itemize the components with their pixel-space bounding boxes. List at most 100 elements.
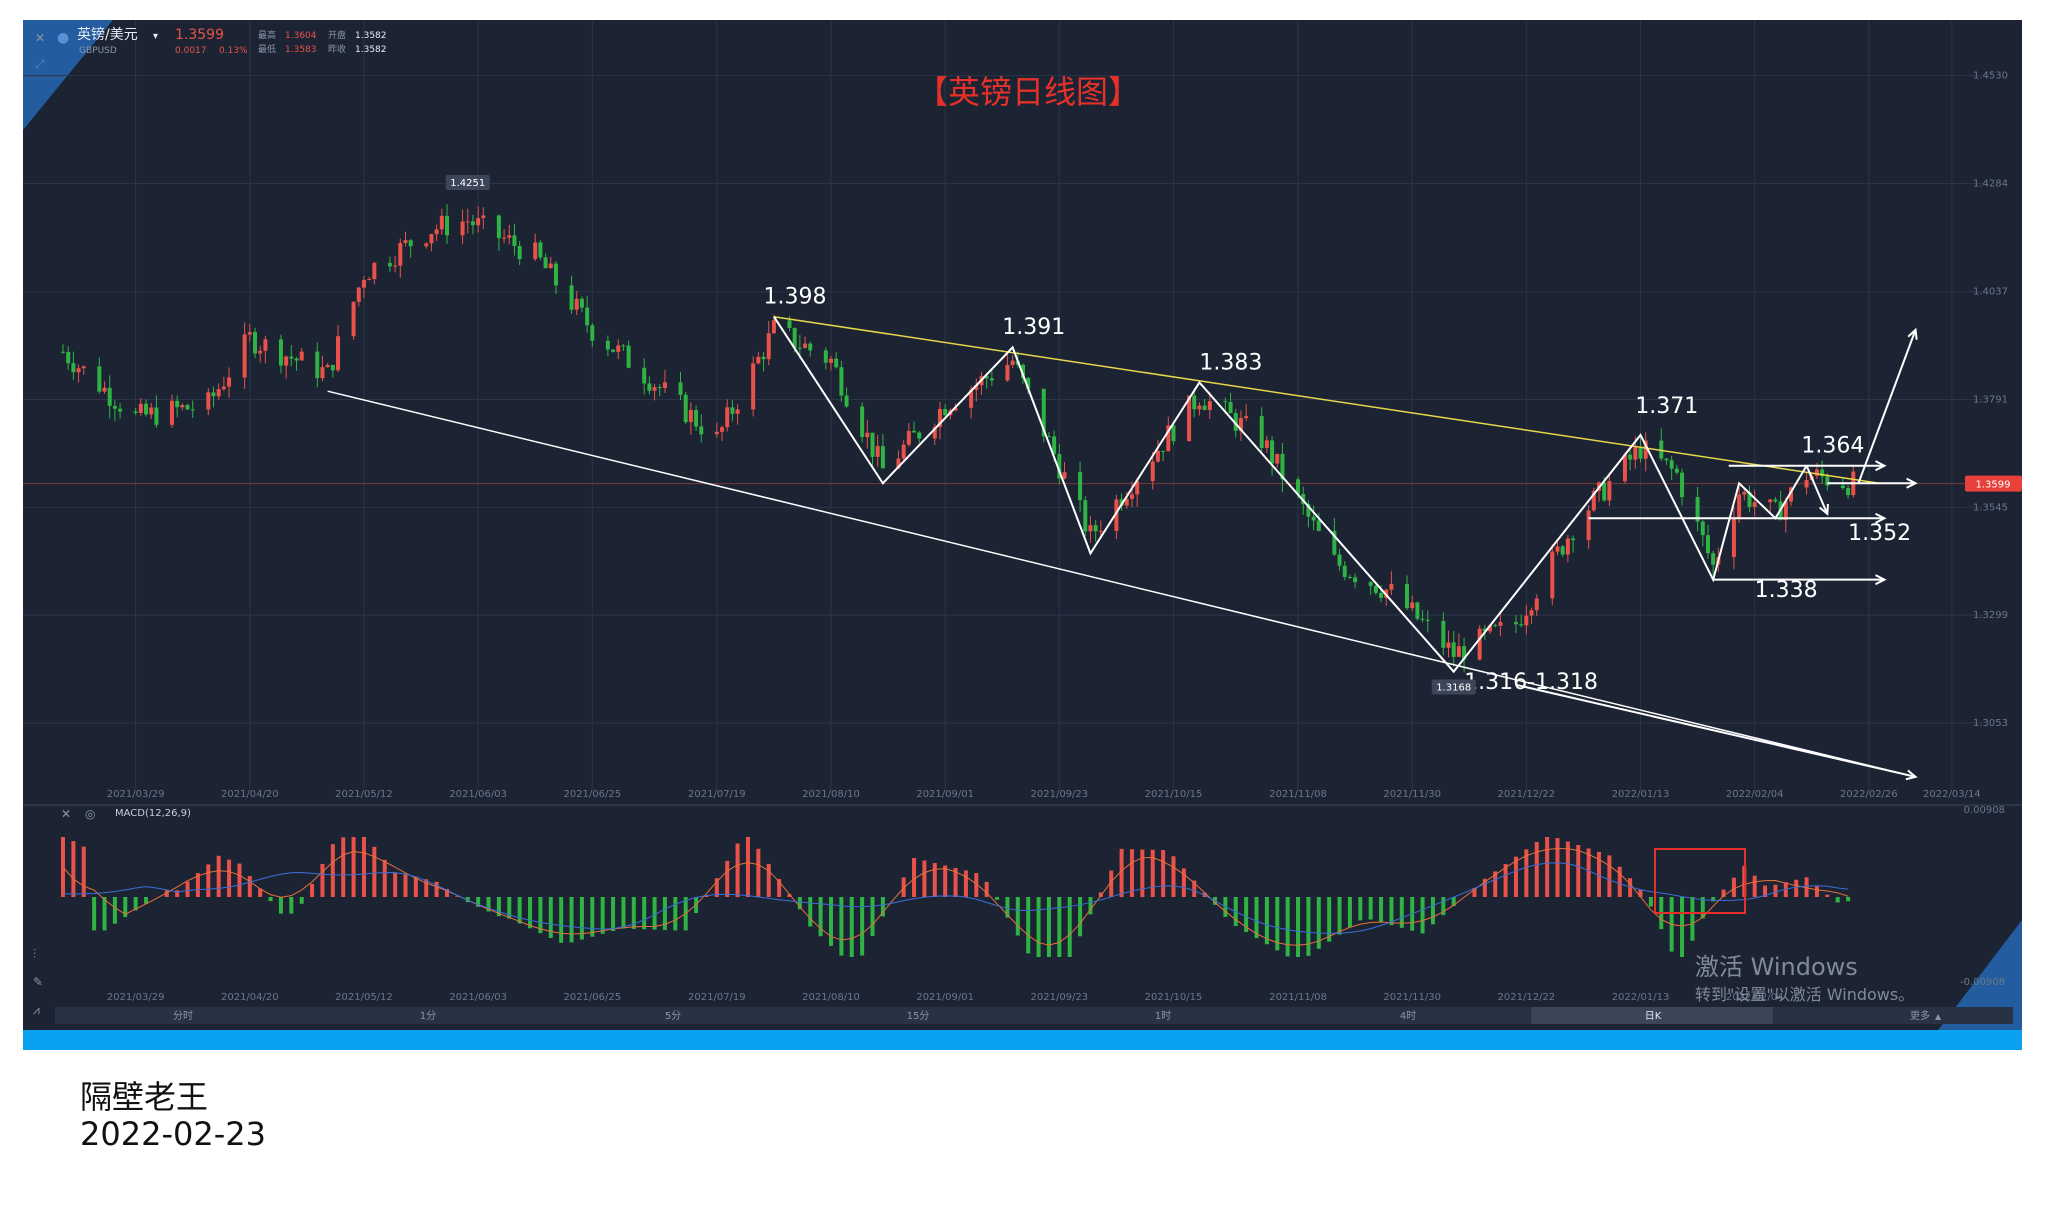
candle-body — [1052, 436, 1057, 455]
more-button[interactable]: 更多 — [1910, 1009, 1930, 1022]
macd-histogram-bar — [984, 881, 989, 897]
macd-histogram-bar — [829, 897, 833, 946]
macd-histogram-bar — [901, 877, 906, 897]
link-icon[interactable]: ⤢ — [34, 57, 45, 71]
candle-body — [792, 328, 797, 348]
macd-histogram-bar — [1005, 897, 1010, 918]
price-annotation: 1.316-1.318 — [1464, 670, 1598, 695]
macd-histogram-bar — [1721, 889, 1726, 897]
timeframe-6[interactable]: 日K — [1645, 1011, 1662, 1022]
price-annotation: 1.383 — [1199, 350, 1262, 375]
macd-histogram-bar — [839, 897, 844, 956]
macd-histogram-bar — [1254, 897, 1259, 939]
support-arrow-1352-head — [1875, 512, 1887, 524]
macd-histogram-bar — [590, 897, 595, 937]
macd-histogram-bar — [320, 863, 325, 897]
macd-histogram-bar — [1846, 897, 1851, 902]
chevron-up-icon[interactable]: ▲ — [1935, 1012, 1942, 1021]
macd-histogram-bar — [455, 896, 460, 897]
candle-body — [330, 364, 335, 371]
timeframe-3[interactable]: 15分 — [907, 1010, 930, 1022]
symbol-flag-icon: ● — [57, 30, 69, 46]
candle-body — [1451, 642, 1456, 657]
timeframe-4[interactable]: 1时 — [1155, 1010, 1171, 1022]
candle-body — [133, 411, 138, 413]
candle-body — [81, 366, 86, 369]
candle-body — [1207, 401, 1212, 410]
max-label: 1.4251 — [450, 178, 485, 189]
candle-body — [1021, 364, 1025, 378]
macd-histogram-bar — [1804, 877, 1809, 897]
macd-histogram-bar — [1814, 886, 1819, 897]
candle-body — [247, 332, 252, 335]
candle-body — [1078, 472, 1083, 501]
macd-histogram-bar — [880, 897, 885, 917]
candle-body — [1550, 551, 1555, 599]
candle-body — [1041, 388, 1046, 437]
macd-histogram-bar — [1368, 897, 1373, 920]
macd-histogram-bar — [1275, 897, 1280, 951]
macd-histogram-bar — [185, 881, 190, 897]
macd-close-icon[interactable]: ✕ — [61, 807, 71, 821]
candle-body — [66, 352, 71, 364]
candle-body — [652, 387, 657, 391]
macd-histogram-bar — [1244, 897, 1249, 933]
macd-histogram-bar — [1700, 897, 1705, 919]
macd-histogram-bar — [1825, 894, 1830, 897]
candle-body — [445, 215, 449, 236]
candle-body — [1150, 461, 1155, 482]
x-tick-label: 2021/06/25 — [563, 789, 621, 800]
y-tick-label: 1.3545 — [1973, 502, 2008, 513]
indicator-icon[interactable]: ⫶ — [33, 947, 36, 961]
pullback-arrow — [1805, 465, 1829, 515]
candle-body — [336, 336, 341, 371]
macd-histogram-bar — [1690, 897, 1695, 941]
chart-type-icon[interactable]: ⩘ — [33, 1003, 40, 1017]
x-tick-label: 2021/05/12 — [335, 789, 393, 800]
macd-settings-icon[interactable]: ◎ — [85, 807, 95, 821]
candle-body — [512, 235, 517, 247]
macd-histogram-bar — [642, 897, 647, 930]
candle-body — [533, 242, 538, 260]
candle-body — [1124, 498, 1129, 506]
macd-histogram-bar — [912, 858, 917, 897]
x-tick-label: 2021/11/08 — [1269, 789, 1327, 800]
macd-histogram-bar — [756, 848, 761, 897]
chevron-down-icon[interactable]: ▾ — [153, 31, 158, 42]
macd-histogram-bar — [1285, 897, 1290, 957]
symbol-name[interactable]: 英镑/美元 — [77, 26, 138, 43]
candle-body — [1669, 460, 1674, 469]
macd-histogram-bar — [247, 876, 252, 897]
timeframe-5[interactable]: 4时 — [1400, 1010, 1416, 1022]
timeframe-0[interactable]: 分时 — [173, 1010, 193, 1022]
macd-y-top: 0.00908 — [1964, 805, 2005, 816]
macd-histogram-bar — [216, 855, 221, 897]
macd-histogram-bar — [1555, 838, 1560, 897]
timeframe-2[interactable]: 5分 — [665, 1010, 681, 1022]
macd-histogram-bar — [1389, 897, 1394, 926]
trendline-descending-channel-lower — [327, 390, 1916, 778]
candle-body — [1591, 490, 1596, 511]
candle-body — [263, 339, 268, 351]
macd-histogram-bar — [1472, 887, 1477, 897]
candle-body — [937, 408, 942, 427]
candle-body — [808, 343, 813, 351]
candle-body — [1814, 469, 1819, 476]
macd-histogram-bar — [1597, 851, 1601, 897]
macd-histogram-bar — [1711, 897, 1716, 902]
candle-body — [393, 265, 398, 267]
candle-body — [621, 345, 626, 347]
candle-body — [1093, 525, 1098, 532]
candle-body — [387, 262, 392, 267]
macd-histogram-bar — [1607, 855, 1612, 897]
macd-histogram-bar — [1337, 897, 1342, 935]
macd-histogram-bar — [465, 897, 470, 903]
candle-body — [1768, 499, 1773, 503]
timeframe-1[interactable]: 1分 — [420, 1010, 436, 1022]
close-icon[interactable]: ✕ — [35, 31, 45, 45]
candle-body — [1680, 472, 1685, 498]
candle-body — [1825, 476, 1830, 486]
pencil-icon[interactable]: ✎ — [33, 975, 43, 989]
macd-histogram-bar — [1306, 897, 1311, 956]
macd-histogram-bar — [1015, 897, 1020, 936]
